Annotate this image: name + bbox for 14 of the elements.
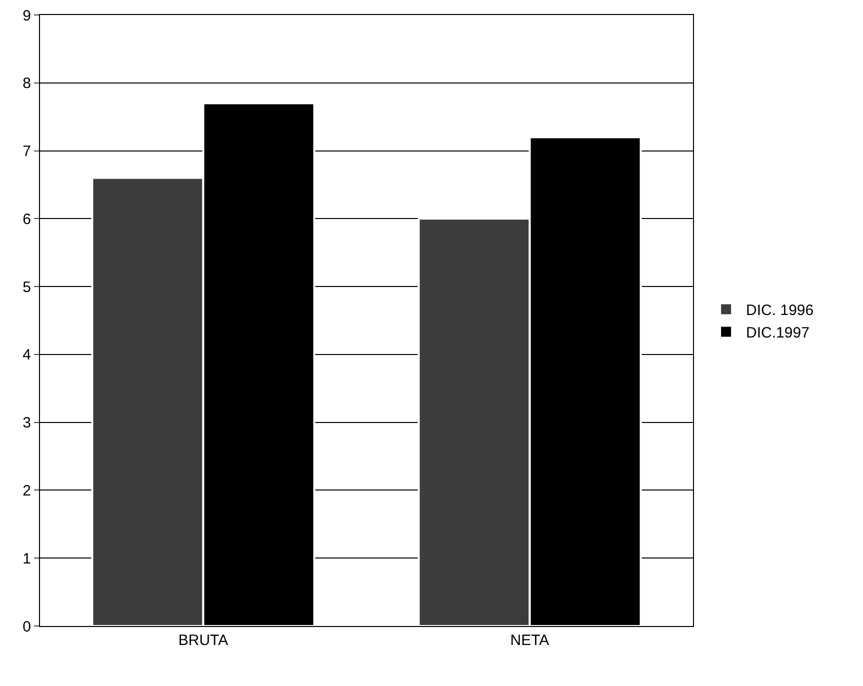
y-tick-label: 5	[22, 278, 31, 296]
x-tick-label: NETA	[510, 632, 550, 649]
legend-label: DIC.1997	[746, 324, 810, 342]
y-tick-label: 2	[22, 482, 31, 500]
y-tick-label: 3	[22, 414, 31, 432]
y-tick-label: 0	[22, 618, 31, 636]
y-tick-label: 1	[22, 550, 31, 568]
y-tick-label: 4	[22, 346, 31, 364]
y-tick-label: 8	[22, 75, 31, 92]
x-tick-label: BRUTA	[178, 632, 228, 649]
y-tick-label: 9	[22, 7, 31, 24]
y-tick-label: 6	[22, 210, 31, 228]
y-tick-label: 7	[22, 143, 31, 160]
legend-label: DIC. 1996	[746, 302, 814, 320]
